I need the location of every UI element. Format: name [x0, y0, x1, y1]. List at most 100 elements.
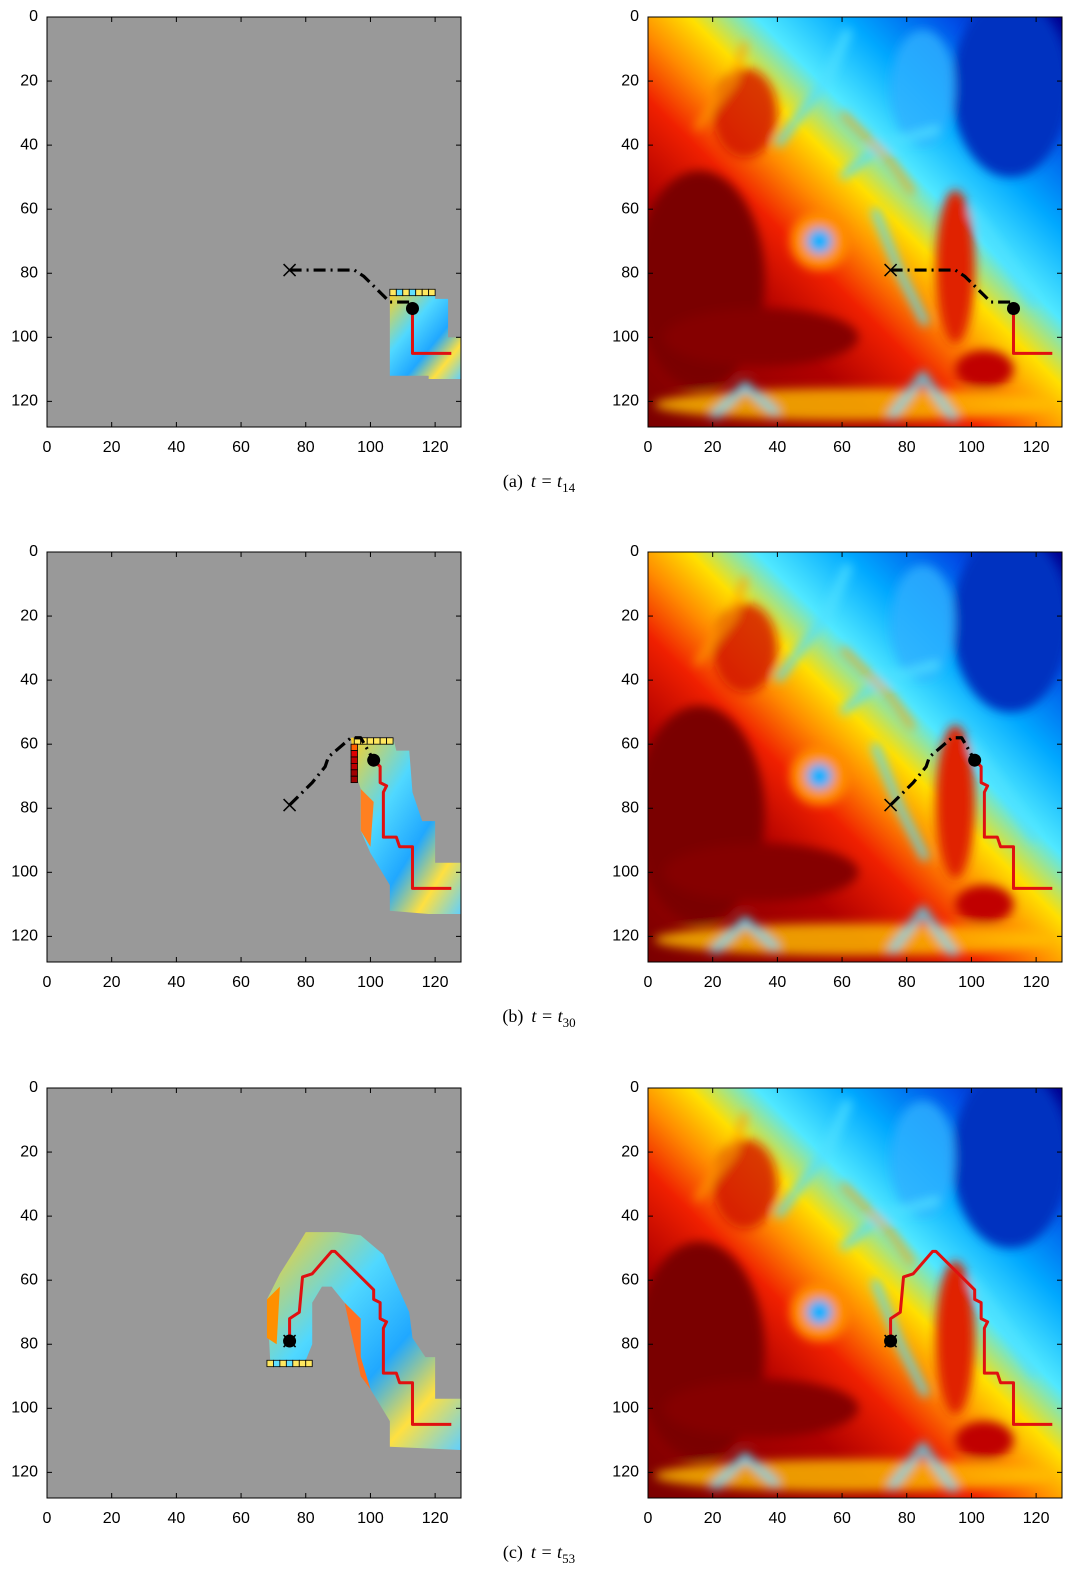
x-tick-label: 120: [422, 974, 449, 991]
planned-path: [889, 736, 977, 807]
y-tick-label: 60: [621, 200, 639, 217]
traversed-path: [1011, 308, 1053, 355]
x-tick-label: 100: [958, 1510, 985, 1527]
y-tick-label: 60: [20, 1271, 38, 1288]
y-tick-label: 120: [11, 1464, 38, 1481]
x-tick-label: 60: [833, 1510, 851, 1527]
y-tick-label: 60: [20, 735, 38, 752]
x-tick-label: 0: [644, 439, 653, 456]
y-tick-label: 20: [621, 72, 639, 89]
y-tick-label: 20: [621, 607, 639, 624]
terrain-map: [635, 1069, 1068, 1498]
x-tick-label: 20: [103, 439, 121, 456]
y-tick-label: 60: [20, 200, 38, 217]
series-layer: [283, 1249, 452, 1426]
series-layer: [884, 1249, 1053, 1426]
planned-path: [289, 268, 415, 309]
y-tick-label: 0: [29, 1079, 38, 1096]
y-tick-label: 80: [621, 799, 639, 816]
caption-equation: t = t: [531, 1006, 563, 1026]
plot-frame: [647, 1087, 1063, 1499]
plot-background: [47, 1088, 461, 1498]
x-tick-label: 60: [833, 439, 851, 456]
caption-label: (b): [502, 1006, 523, 1027]
y-tick-label: 80: [20, 799, 38, 816]
caption-label: (a): [503, 471, 523, 492]
plot-background: [635, 0, 1068, 427]
y-tick-label: 100: [11, 1400, 38, 1417]
plot-background: [47, 17, 461, 427]
series-layer: [884, 263, 1053, 355]
x-tick-label: 40: [167, 439, 185, 456]
y-tick-label: 120: [612, 928, 639, 945]
y-tick-label: 100: [612, 864, 639, 881]
y-tick-label: 0: [29, 543, 38, 560]
x-tick-label: 100: [357, 439, 384, 456]
y-tick-label: 80: [621, 1335, 639, 1352]
y-tick-label: 0: [630, 1079, 639, 1096]
start-marker: [283, 798, 297, 812]
x-tick-label: 120: [1023, 439, 1050, 456]
x-tick-label: 60: [833, 974, 851, 991]
x-tick-label: 20: [704, 974, 722, 991]
y-tick-label: 40: [20, 136, 38, 153]
x-tick-label: 60: [232, 974, 250, 991]
x-tick-label: 40: [768, 974, 786, 991]
y-tick-label: 40: [621, 136, 639, 153]
y-tick-label: 60: [621, 1271, 639, 1288]
caption-subscript: 53: [562, 1551, 575, 1566]
x-tick-label: 20: [103, 1510, 121, 1527]
x-tick-label: 20: [704, 1510, 722, 1527]
y-tick-label: 40: [20, 1207, 38, 1224]
x-tick-label: 120: [422, 439, 449, 456]
current-position: [405, 301, 419, 315]
series-layer: [884, 736, 1053, 890]
y-tick-label: 100: [11, 864, 38, 881]
x-tick-label: 40: [768, 439, 786, 456]
caption-subscript: 30: [563, 1015, 576, 1030]
x-tick-label: 60: [232, 1510, 250, 1527]
x-tick-label: 40: [768, 1510, 786, 1527]
x-tick-label: 100: [958, 439, 985, 456]
panel: 0 20 40 60 80 100 120 0 20 40 60 80 100 120: [612, 1069, 1068, 1527]
y-tick-label: 40: [621, 1207, 639, 1224]
terrain-map: [635, 533, 1068, 962]
x-tick-label: 100: [357, 1510, 384, 1527]
current-position: [1006, 301, 1020, 315]
traversed-path: [889, 1249, 1053, 1426]
y-tick-label: 20: [20, 1143, 38, 1160]
panel: 0 20 40 60 80 100 120 0 20 40 60 80 100 120: [612, 533, 1068, 991]
y-tick-label: 0: [630, 8, 639, 25]
terrain-map: [635, 0, 1068, 427]
x-tick-label: 80: [297, 1510, 315, 1527]
plot-background: [47, 552, 461, 962]
y-tick-label: 20: [621, 1143, 639, 1160]
y-tick-label: 100: [11, 329, 38, 346]
series-layer: [283, 736, 452, 890]
start-marker: [884, 263, 898, 277]
y-tick-label: 100: [612, 329, 639, 346]
panel: 0 20 40 60 80 100 120 0 20 40 60 80 100 120: [612, 0, 1068, 456]
traversed-path: [372, 759, 452, 890]
y-tick-label: 20: [20, 72, 38, 89]
y-tick-label: 20: [20, 607, 38, 624]
x-tick-label: 80: [898, 974, 916, 991]
plot-background: [635, 1069, 1068, 1498]
current-position: [283, 1334, 297, 1348]
series-layer: [283, 263, 452, 355]
start-marker: [283, 263, 297, 277]
plot-frame: [46, 16, 462, 428]
panel: 0 20 40 60 80 100 120 0 20 40 60 80 100 120: [11, 8, 462, 456]
y-tick-label: 40: [20, 671, 38, 688]
y-tick-label: 120: [11, 393, 38, 410]
current-position: [367, 753, 381, 767]
caption-equation: t = t: [531, 1542, 563, 1562]
plot-frame: [46, 1087, 462, 1499]
current-position: [968, 753, 982, 767]
x-tick-label: 80: [898, 439, 916, 456]
planned-path: [890, 268, 1016, 309]
x-tick-label: 20: [103, 974, 121, 991]
traversed-path: [410, 308, 452, 355]
caption: (b) t = t30: [502, 1006, 575, 1030]
